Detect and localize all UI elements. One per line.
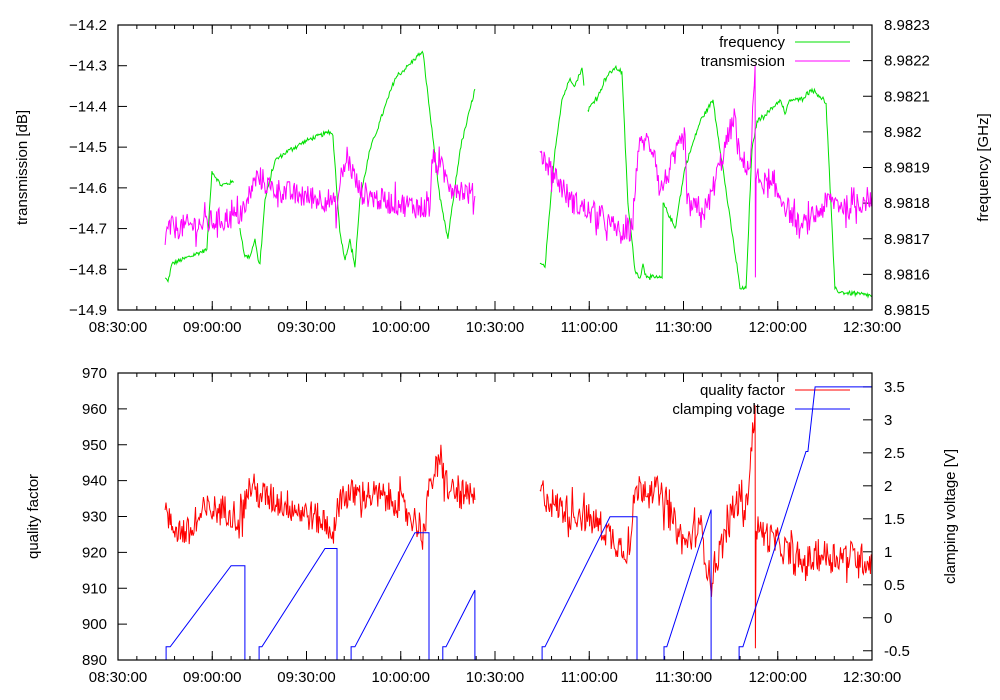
x-tick-label: 09:30:00 [277,319,335,336]
y2-tick-label: 8.9822 [884,53,930,70]
y-tick-label: 900 [82,616,107,633]
y-axis-title: transmission [dB] [14,110,31,225]
series-line-frequency [587,64,872,299]
series-line-transmission [539,65,872,278]
y-tick-label: −14.3 [69,58,107,75]
series-line-clamping-voltage [738,386,872,660]
y2-tick-label: 8.9817 [884,231,930,248]
y-axis-title: quality factor [25,474,42,559]
series-quality-factor [164,405,872,649]
y-tick-label: 920 [82,544,107,561]
y2-tick-label: 8.982 [884,124,922,141]
x-tick-label: 10:00:00 [372,319,430,336]
legend-label: clamping voltage [672,401,785,418]
y-tick-label: −14.7 [69,221,107,238]
y2-tick-label: 8.9819 [884,160,930,177]
top-panel-frequency-transmission: 08:30:00 09:00:00 09:30:00 10:00:00 10:30:00… [14,17,992,336]
x-tick-label: 12:00:00 [749,319,807,336]
bottom-panel-quality-voltage: 08:30:00 09:00:00 09:30:00 10:00:00 10:30:00… [25,365,959,686]
x-tick-label: 12:30:00 [843,669,901,686]
y2-tick-label: 8.9815 [884,302,930,319]
y2-tick-label: 2.5 [884,445,905,462]
y-tick-label: −14.6 [69,180,107,197]
y-tick-label: −14.8 [69,261,107,278]
series-line-transmission [164,146,476,247]
plot-frame [117,24,873,311]
series-transmission [164,65,872,278]
x-tick-label: 08:30:00 [89,319,147,336]
y-tick-label: 960 [82,401,107,418]
series-line-quality-factor [164,444,476,550]
x-tick-label: 12:30:00 [843,319,901,336]
x-tick-label: 08:30:00 [89,669,147,686]
y-tick-label: −14.9 [69,302,107,319]
y2-tick-label: 8.9821 [884,88,930,105]
series-line-clamping-voltage [541,516,638,660]
series-line-clamping-voltage [258,548,338,660]
y2-tick-label: 8.9816 [884,266,930,283]
legend-label: transmission [701,53,785,70]
y-tick-label: −14.4 [69,98,107,115]
x-tick-label: 12:00:00 [749,669,807,686]
series-line-frequency [164,170,235,283]
y2-tick-label: 8.9818 [884,195,930,212]
legend-label: frequency [719,34,785,51]
y2-tick-label: 1 [884,544,892,561]
series-line-clamping-voltage [663,509,712,660]
y2-tick-label: 2 [884,478,892,495]
x-tick-label: 10:30:00 [466,669,524,686]
series-line-clamping-voltage [165,565,246,660]
y2-axis-title: frequency [GHz] [975,113,992,221]
y-tick-label: 950 [82,437,107,454]
y2-tick-label: 3.5 [884,379,905,396]
plot-frame [117,372,873,661]
y2-tick-label: 8.9823 [884,17,930,34]
y2-tick-label: 0.5 [884,577,905,594]
x-tick-label: 11:00:00 [561,319,618,336]
series-frequency [164,50,872,299]
x-tick-label: 11:00:00 [561,669,618,686]
legend-label: quality factor [700,382,785,399]
y2-tick-label: 3 [884,412,892,429]
y-tick-label: 940 [82,473,107,490]
y2-axis-title: clamping voltage [V] [942,449,959,584]
y-tick-label: 910 [82,580,107,597]
y-tick-label: 970 [82,365,107,382]
x-tick-label: 10:00:00 [372,669,430,686]
y2-tick-label: 1.5 [884,511,905,528]
x-tick-label: 09:00:00 [183,319,241,336]
series-line-clamping-voltage [350,532,430,660]
series-clamping-voltage [165,386,872,660]
x-tick-label: 10:30:00 [466,319,524,336]
x-tick-label: 11:30:00 [655,319,712,336]
x-tick-label: 11:30:00 [655,669,712,686]
y2-tick-label: 0 [884,610,892,627]
y2-tick-label: -0.5 [884,643,910,660]
y-tick-label: −14.2 [69,17,107,34]
series-line-quality-factor [539,405,872,649]
x-tick-label: 09:30:00 [277,669,335,686]
y-tick-label: 930 [82,509,107,526]
y-tick-label: 890 [82,652,107,669]
series-line-clamping-voltage [442,589,476,660]
x-tick-label: 09:00:00 [183,669,241,686]
y-tick-label: −14.5 [69,139,107,156]
series-line-frequency [539,67,585,269]
